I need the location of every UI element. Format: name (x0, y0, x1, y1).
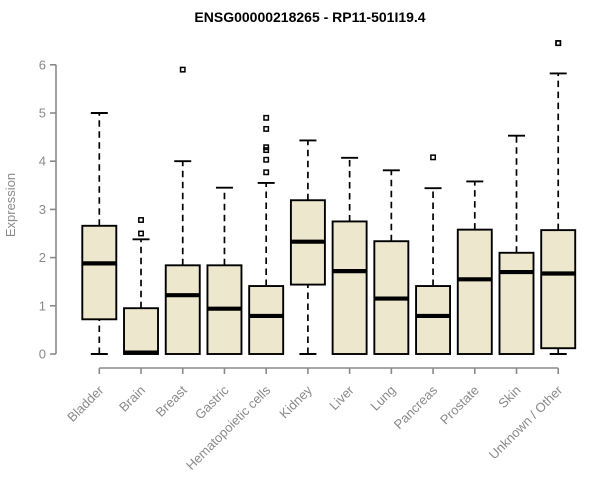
y-tick-label: 0 (39, 347, 46, 362)
x-category-label: Liver (326, 382, 357, 413)
iqr-box (248, 285, 285, 355)
x-category-label: Prostate (437, 383, 482, 428)
iqr-box (415, 285, 452, 355)
outlier-point (263, 144, 270, 151)
x-category-label: Gastric (192, 382, 232, 422)
iqr-box (456, 228, 493, 355)
x-category-label: Unknown / Other (486, 382, 566, 462)
chart-title: ENSG00000218265 - RP11-501I19.4 (194, 9, 425, 25)
y-tick-label: 4 (39, 154, 46, 169)
outlier-point (263, 125, 270, 132)
y-axis-label: Expression (3, 173, 18, 237)
x-category-label: Kidney (276, 382, 315, 421)
x-category-label: Skin (495, 383, 523, 411)
outlier-point (179, 66, 186, 73)
iqr-box (81, 224, 118, 321)
outlier-point (555, 40, 562, 47)
outlier-point (263, 114, 270, 121)
outlier-point (138, 217, 144, 223)
iqr-box (123, 307, 159, 355)
iqr-box (540, 229, 577, 350)
outlier-point (138, 230, 144, 237)
x-category-label: Lung (367, 383, 398, 414)
x-category-label: Brain (116, 383, 148, 415)
x-category-label: Breast (153, 382, 190, 419)
iqr-box (164, 264, 201, 355)
x-category-label: Bladder (64, 382, 107, 425)
outlier-point (263, 169, 270, 176)
iqr-box (498, 251, 535, 355)
y-tick-label: 2 (39, 250, 46, 265)
iqr-box (331, 220, 368, 355)
y-tick-label: 6 (39, 57, 46, 72)
y-tick-label: 1 (39, 298, 46, 313)
x-category-label: Pancreas (391, 382, 441, 432)
outlier-point (263, 156, 270, 163)
y-tick-label: 3 (39, 202, 46, 217)
y-tick-label: 5 (39, 106, 46, 121)
outlier-point (430, 154, 437, 161)
